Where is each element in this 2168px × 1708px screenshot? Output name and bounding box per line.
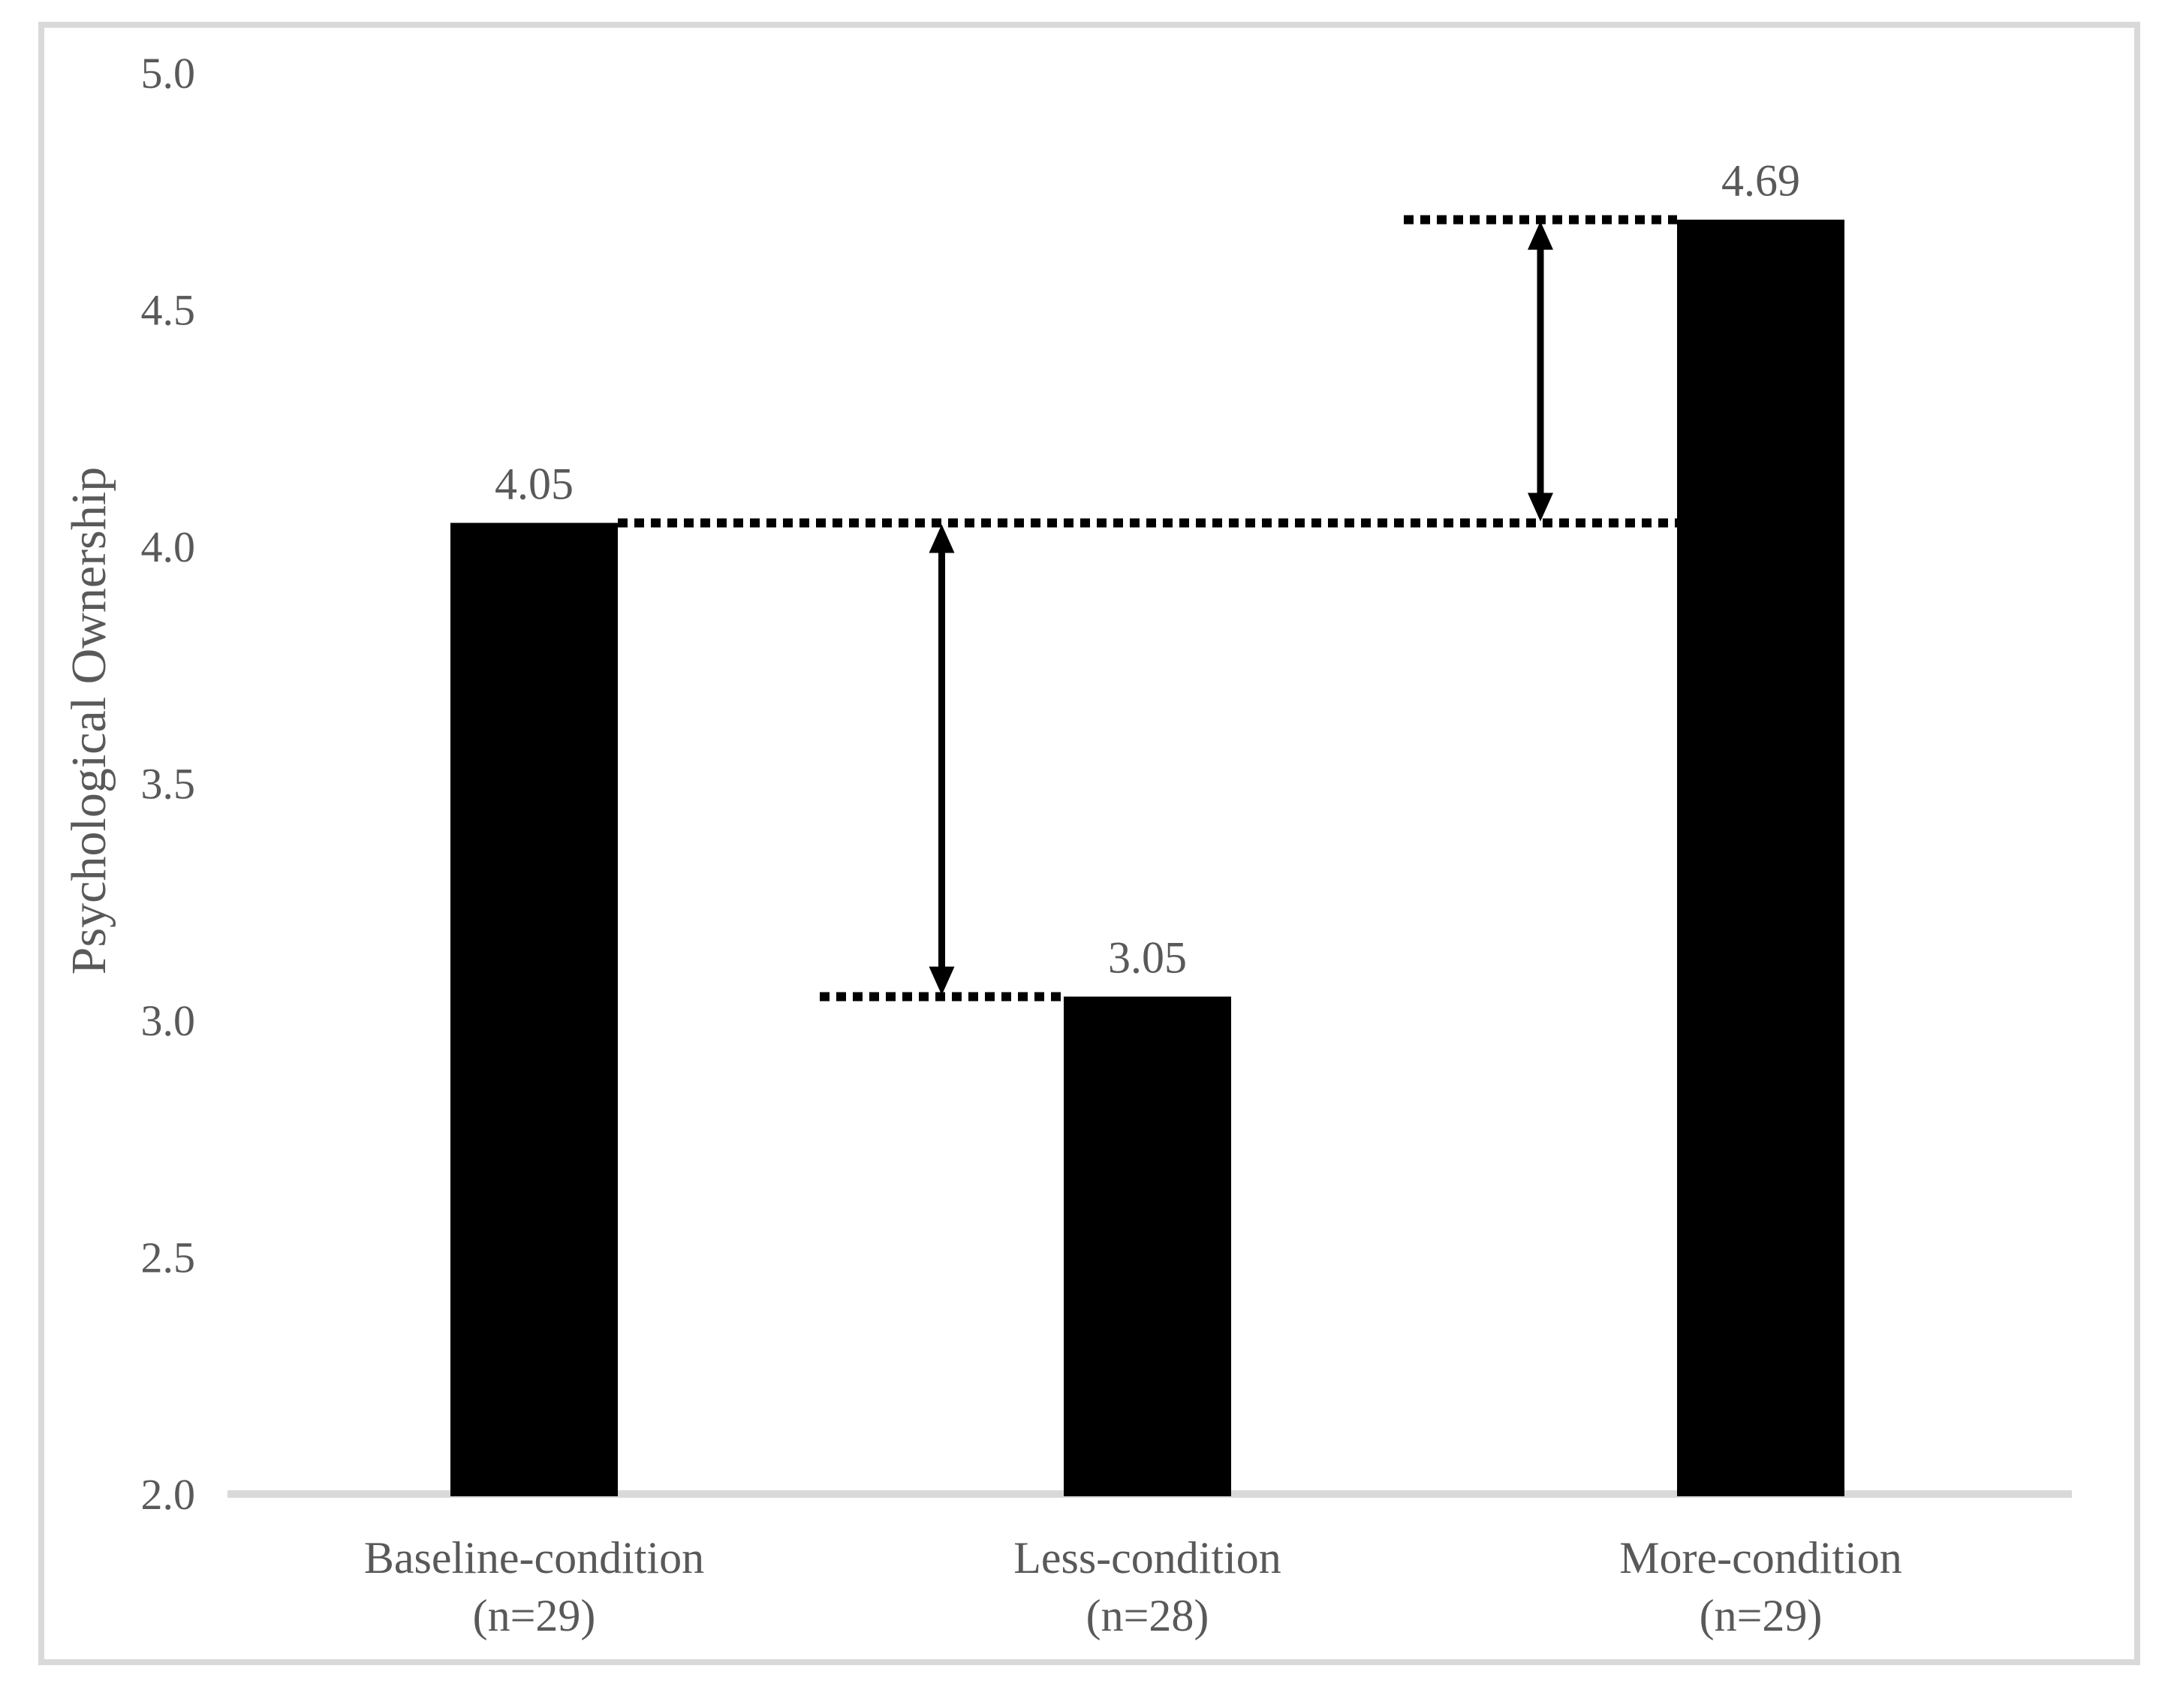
- x-category-sublabel-baseline-condition: (n=29): [473, 1591, 596, 1640]
- y-tick-label-4-0: 4.0: [141, 523, 196, 571]
- value-label-less-condition: 3.05: [1108, 932, 1187, 982]
- x-category-sublabel-more-condition: (n=29): [1700, 1591, 1823, 1640]
- bar-baseline-condition: [450, 523, 618, 1497]
- difference-arrow-2: [1528, 221, 1553, 522]
- y-tick-label-3-5: 3.5: [141, 760, 196, 809]
- arrow-head-down-icon: [1528, 493, 1553, 522]
- x-category-label-more-condition: More-condition: [1619, 1533, 1902, 1583]
- x-category-label-baseline-condition: Baseline-condition: [364, 1533, 704, 1583]
- x-category-label-less-condition: Less-condition: [1013, 1533, 1281, 1583]
- difference-arrow-1: [929, 524, 955, 996]
- bar-less-condition: [1064, 996, 1231, 1496]
- y-tick-label-2-5: 2.5: [141, 1234, 196, 1282]
- bar-more-condition: [1677, 219, 1844, 1496]
- value-label-more-condition: 4.69: [1721, 156, 1800, 206]
- value-label-baseline-condition: 4.05: [495, 459, 574, 508]
- arrow-head-up-icon: [1528, 221, 1553, 250]
- y-tick-label-3-0: 3.0: [141, 996, 196, 1045]
- y-tick-label-4-5: 4.5: [141, 286, 196, 335]
- x-category-sublabel-less-condition: (n=28): [1086, 1591, 1209, 1640]
- y-axis-title: Psychological Ownership: [62, 467, 116, 974]
- arrow-head-up-icon: [929, 524, 955, 553]
- y-tick-label-5-0: 5.0: [141, 49, 196, 98]
- figure-border: [38, 22, 2140, 1665]
- arrow-head-down-icon: [929, 966, 955, 996]
- y-tick-label-2-0: 2.0: [141, 1470, 196, 1519]
